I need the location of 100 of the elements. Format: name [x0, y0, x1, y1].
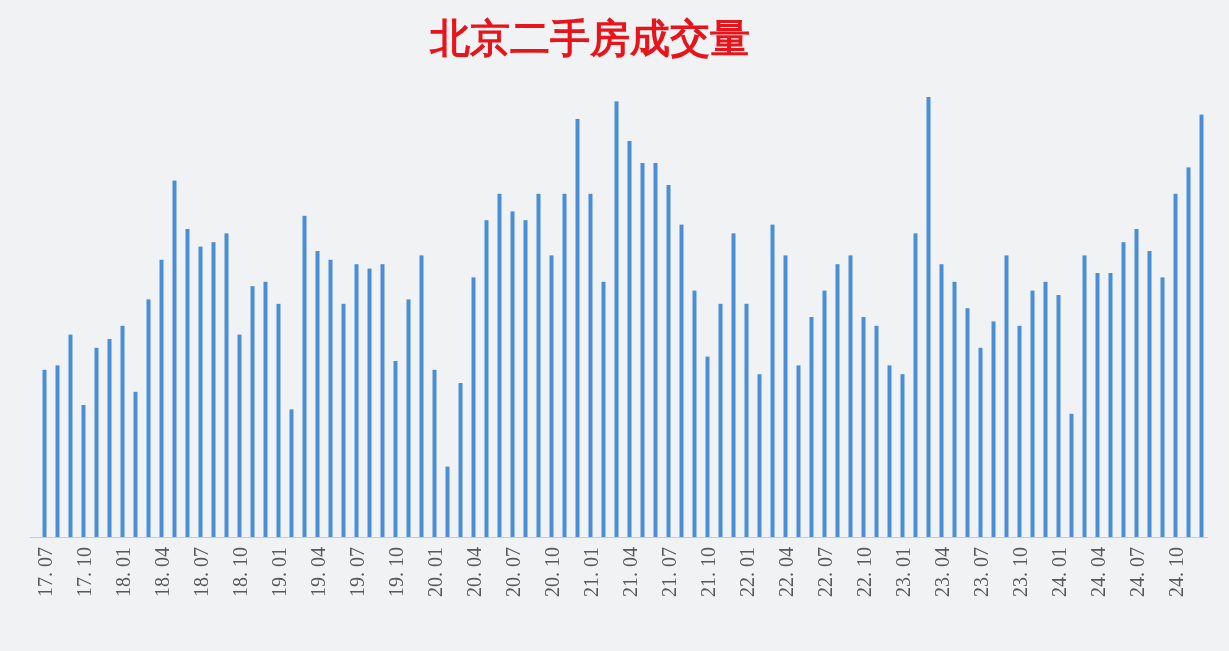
bar — [900, 374, 905, 537]
chart-title: 北京二手房成交量 — [429, 15, 750, 61]
x-tick-label: 19. 07 — [345, 547, 368, 597]
bar — [328, 259, 333, 537]
bar — [393, 361, 398, 537]
bar — [1017, 325, 1022, 537]
bar — [445, 466, 450, 537]
x-tick-label: 24. 10 — [1164, 547, 1187, 597]
x-tick-label: 17. 07 — [33, 547, 56, 597]
x-tick-label: 23. 07 — [969, 547, 992, 597]
bar — [796, 365, 801, 537]
bar — [1160, 277, 1165, 537]
bar — [354, 264, 359, 537]
x-tick-label: 20. 07 — [501, 547, 524, 597]
x-tick-label: 18. 10 — [228, 547, 251, 597]
bar — [978, 347, 983, 537]
bar — [497, 193, 502, 537]
bar — [159, 259, 164, 537]
bar — [783, 255, 788, 537]
bar — [744, 303, 749, 537]
bar — [718, 303, 723, 537]
x-tick-label: 20. 04 — [462, 547, 485, 597]
bar — [315, 251, 320, 537]
bar — [666, 185, 671, 537]
bar — [822, 290, 827, 537]
bar — [289, 409, 294, 537]
bar — [198, 246, 203, 537]
bar — [1069, 413, 1074, 537]
x-tick-label: 21. 04 — [618, 547, 641, 597]
x-tick-label: 22. 10 — [852, 547, 875, 597]
bar — [107, 339, 112, 537]
bar — [757, 374, 762, 537]
x-tick-label: 23. 01 — [891, 547, 914, 597]
bar — [367, 268, 372, 537]
bar — [848, 255, 853, 537]
bar — [1004, 255, 1009, 537]
x-tick-label: 19. 04 — [306, 547, 329, 597]
bar — [42, 369, 47, 537]
x-tick-label: 21. 10 — [696, 547, 719, 597]
bar — [380, 264, 385, 537]
bar — [1108, 273, 1113, 537]
bar — [432, 369, 437, 537]
bar — [81, 405, 86, 537]
x-tick-label: 20. 10 — [540, 547, 563, 597]
bar — [211, 242, 216, 537]
bar — [94, 347, 99, 537]
bar — [1186, 167, 1191, 537]
bar — [1056, 295, 1061, 537]
bar — [1173, 193, 1178, 537]
bar — [926, 97, 931, 537]
bar — [250, 286, 255, 537]
bar — [1082, 255, 1087, 537]
bar — [55, 365, 60, 537]
x-tick-label: 19. 01 — [267, 547, 290, 597]
bar — [302, 215, 307, 537]
bar — [861, 317, 866, 537]
bar — [965, 308, 970, 537]
bar — [705, 356, 710, 537]
bar — [471, 277, 476, 537]
bar — [835, 264, 840, 537]
x-tick-label: 22. 04 — [774, 547, 797, 597]
bar — [588, 193, 593, 537]
bar — [575, 119, 580, 537]
x-tick-label: 24. 04 — [1086, 547, 1109, 597]
bar — [562, 193, 567, 537]
bar — [68, 334, 73, 537]
x-tick-label: 18. 01 — [111, 547, 134, 597]
bar — [406, 299, 411, 537]
bar — [653, 163, 658, 537]
bar — [640, 163, 645, 537]
bar — [1199, 114, 1204, 537]
bar — [224, 233, 229, 537]
bar — [939, 264, 944, 537]
bar — [133, 391, 138, 537]
bar — [887, 365, 892, 537]
bar — [1030, 290, 1035, 537]
bar — [549, 255, 554, 537]
x-tick-label: 20. 01 — [423, 547, 446, 597]
x-tick-label: 17. 10 — [72, 547, 95, 597]
bar — [341, 303, 346, 537]
x-tick-label: 23. 04 — [930, 547, 953, 597]
bar — [809, 317, 814, 537]
bar — [1043, 281, 1048, 537]
bar — [120, 325, 125, 537]
bar — [770, 224, 775, 537]
bar — [419, 255, 424, 537]
bar — [1095, 273, 1100, 537]
x-tick-label: 21. 01 — [579, 547, 602, 597]
bar — [237, 334, 242, 537]
bar — [614, 101, 619, 537]
bar — [146, 299, 151, 537]
x-tick-label: 22. 07 — [813, 547, 836, 597]
bar — [185, 229, 190, 537]
bar — [601, 281, 606, 537]
bar — [1134, 229, 1139, 537]
x-tick-label: 18. 07 — [189, 547, 212, 597]
x-tick-label: 24. 01 — [1047, 547, 1070, 597]
bar — [913, 233, 918, 537]
bar — [874, 325, 879, 537]
bar — [523, 220, 528, 537]
